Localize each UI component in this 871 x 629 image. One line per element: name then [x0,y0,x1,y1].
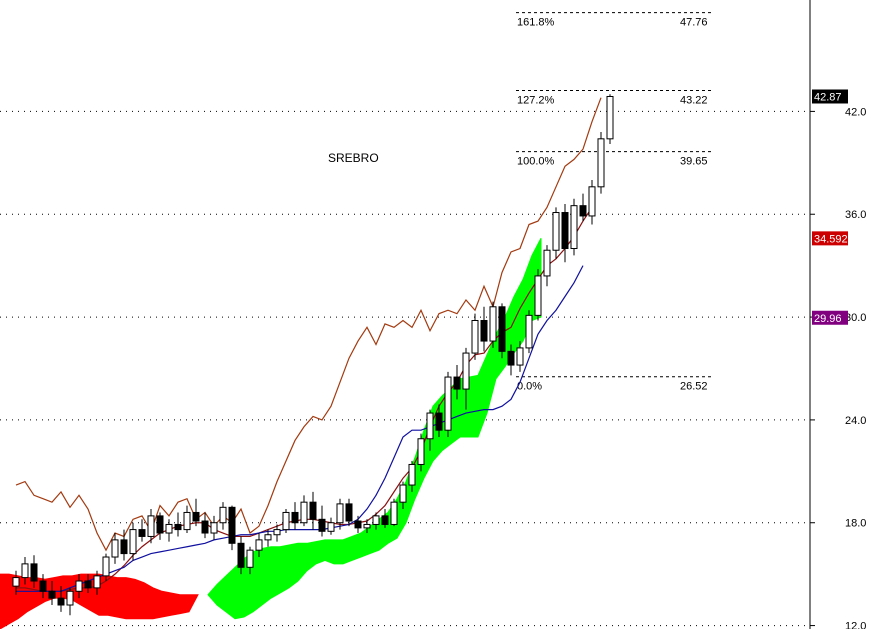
candle-body [453,376,461,390]
candle-body [111,539,119,558]
candle-body [201,520,209,534]
fibonacci-layer: 161.8% 47.76 127.2% 43.22 100.0% 39.65 0.0% 26.… [516,12,713,393]
y-tick-label: 24.0 [845,415,866,427]
fib-level-label: 0.0% [517,381,542,393]
candle-body [147,515,155,537]
candle-body [30,563,38,582]
candle-body [363,523,371,529]
candle-body [408,463,416,486]
fib-level-label: 127.2% [517,94,555,106]
ichimoku-cloud-bullish [207,237,542,620]
candle-body [426,412,434,440]
candle-body [48,590,56,599]
candle-body [606,95,614,140]
y-tick-label: 12.0 [845,621,866,629]
candle-body [300,501,308,524]
fib-level-label: 161.8% [517,17,555,29]
candle-body [336,503,344,524]
candle-body [561,212,569,250]
candle-body [291,511,299,524]
candle-body [66,590,74,606]
candle-body [570,205,578,250]
candle-body [156,515,164,534]
candle-body [84,580,92,589]
candle-body [417,438,425,465]
indicator-line [16,265,584,592]
candles-layer [12,94,614,616]
candle-body [318,518,326,532]
fib-level-value: 43.22 [680,94,708,106]
price-badge [812,89,848,104]
y-tick-label: 18.0 [845,518,866,530]
price-badge-label: 42.87 [814,91,842,103]
candle-body [354,520,362,529]
price-badge-label: 34.5925 [814,233,854,245]
candle-body [435,412,443,431]
candle-body [129,529,137,555]
y-tick-label: 36.0 [845,209,866,221]
candle-body [246,549,254,568]
candle-body [327,522,335,532]
candle-body [471,319,479,354]
candle-body [183,511,191,531]
candle-body [57,597,65,606]
fib-level-value: 47.76 [680,17,708,29]
candle-body [552,212,560,251]
candle-body [273,529,281,536]
candle-body [138,529,146,537]
candle-body [102,556,110,577]
candle-body [444,376,452,431]
candle-body [399,484,407,503]
candle-body [264,534,272,541]
candle-body [255,539,263,551]
candle-body [597,138,605,188]
ichimoku-cloud-layer [0,237,542,629]
fib-level-value: 39.65 [680,156,708,168]
candle-body [507,350,515,366]
candle-body [219,506,227,524]
price-badge-label: 29.96 [814,313,842,325]
candle-body [39,580,47,592]
price-badges: 42.87 34.5925 29.96 [812,89,854,325]
price-badge [812,310,848,325]
candle-body [75,580,83,592]
candle-body [372,515,380,525]
candle-body [174,523,182,531]
candle-body [192,511,200,522]
candle-body [21,563,29,579]
candle-body [516,347,524,366]
candle-body [93,575,101,589]
price-badge [812,231,848,246]
candle-body [543,249,551,277]
candle-body [489,306,497,342]
candle-body [12,577,20,587]
chart-title: SREBRO [328,151,379,165]
candle-body [228,506,236,544]
candle-body [237,542,245,568]
candle-body [390,501,398,525]
candle-body [588,186,596,217]
candle-body [210,522,218,534]
candle-body [309,501,317,520]
fib-level-label: 100.0% [517,156,555,168]
candle-body [282,511,290,531]
candle-body [462,352,470,390]
fib-level-value: 26.52 [680,381,708,393]
candle-body [345,503,353,522]
candle-body [534,275,542,316]
candle-body [165,523,173,534]
candle-body [120,539,128,555]
price-axis: 12.0 18.0 24.0 30.0 36.0 42.0 [810,106,866,629]
candle-body [579,205,587,217]
y-tick-label: 30.0 [845,312,866,324]
indicator-line [15,97,602,552]
candle-body [525,314,533,349]
candle-body [381,515,389,525]
candle-body [480,319,488,342]
candle-body [498,306,506,352]
y-tick-label: 42.0 [845,106,866,118]
